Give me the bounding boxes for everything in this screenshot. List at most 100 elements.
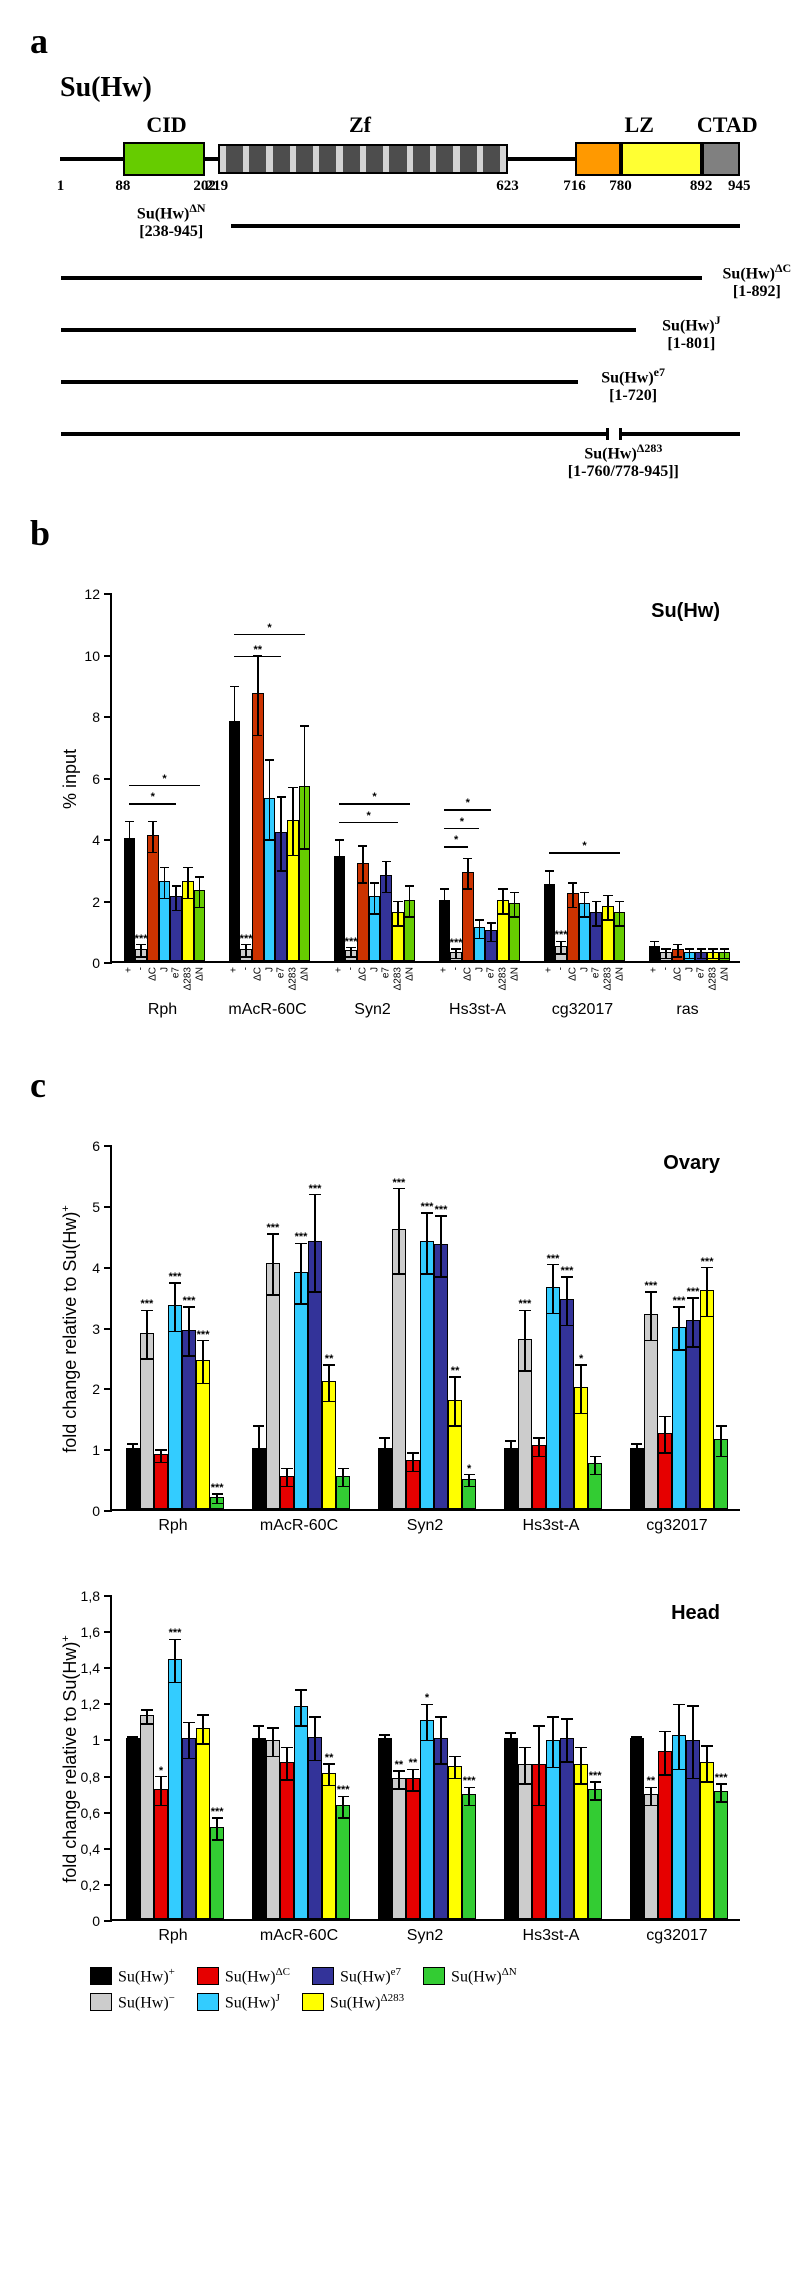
legend-label: Su(Hw)J [225,1992,280,2012]
domain-ctad [702,142,740,176]
bar-condition-label: ΔN [719,967,730,981]
bar [546,1287,560,1509]
bar-condition-label: e7 [486,967,497,978]
coord-1: 1 [57,178,65,195]
significance-stars: *** [169,1271,182,1283]
bar-condition-label: + [649,967,660,973]
chart-head: 00,20,40,60,811,21,41,61,8**************… [40,1566,760,1946]
bar [378,1738,392,1919]
legend-label: Su(Hw)ΔN [451,1966,517,1986]
coord-623: 623 [496,178,519,195]
significance-stars: *** [266,1222,279,1234]
chart-title: Ovary [663,1152,720,1175]
significance-stars: *** [589,1770,602,1782]
panel-c-label: c [30,1064,764,1106]
bar [700,1290,714,1509]
bar-condition-label: Δ283 [182,967,193,990]
bar [196,1728,210,1919]
bar [126,1448,140,1509]
significance-stars: * [159,1765,163,1777]
bar [154,1789,168,1919]
construct-label-ΔN: Su(Hw)ΔN[238-945] [121,202,221,241]
coord-780: 780 [609,178,632,195]
panel-a: a Su(Hw) CIDZfLZCTAD 1882022196237167808… [30,20,764,482]
bar-condition-label: - [346,967,357,970]
significance-stars: *** [295,1231,308,1243]
legend: Su(Hw)+Su(Hw)ΔCSu(Hw)e7Su(Hw)ΔNSu(Hw)−Su… [90,1966,764,2013]
group-label-Rph: Rph [148,1001,177,1019]
ytick-label: 3 [92,1321,100,1337]
bar-condition-label: ΔC [357,967,368,981]
significance-stars: ** [409,1757,418,1769]
bar [168,1305,182,1509]
legend-swatch [312,1967,334,1985]
ytick-label: 4 [92,832,100,848]
significance-stars: *** [687,1286,700,1298]
bar [434,1738,448,1919]
bar [644,1794,658,1919]
bar-condition-label: - [661,967,672,970]
legend-swatch [90,1967,112,1985]
coord-88: 88 [115,178,130,195]
significance-stars: *** [701,1256,714,1268]
legend-swatch [302,1993,324,2011]
ytick-label: 10 [84,648,100,664]
bar-condition-label: + [544,967,555,973]
ytick-label: 1,2 [81,1696,100,1712]
bar [336,1805,350,1919]
significance-stars: *** [518,1298,531,1310]
legend-label: Su(Hw)− [118,1992,175,2012]
significance-stars: *** [561,1265,574,1277]
domain-cid [123,142,205,176]
construct-e7: Su(Hw)e7[1-720] [60,376,740,414]
bar-condition-label: e7 [171,967,182,978]
bar-condition-label: ΔC [672,967,683,981]
chart-title: Su(Hw) [651,600,720,623]
construct-label-J: Su(Hw)J[1-801] [646,314,736,353]
significance-stars: * [467,1463,471,1475]
bar [560,1299,574,1509]
ytick-label: 1,6 [81,1624,100,1640]
bar-condition-label: J [684,967,695,972]
bar-condition-label: ΔC [252,967,263,981]
coord-945: 945 [728,178,751,195]
ytick-label: 12 [84,586,100,602]
bar [448,1766,462,1919]
bar [322,1773,336,1919]
significance-stars: *** [337,1784,350,1796]
significance-stars: *** [644,1280,657,1292]
ytick-label: 0 [92,1913,100,1929]
ytick-label: 0,6 [81,1805,100,1821]
chart-chip: 024681012+-ΔCJe7Δ283ΔN*****+-ΔCJe7Δ283ΔN… [40,564,760,1024]
significance-stars: *** [309,1183,322,1195]
bar [182,1738,196,1919]
legend-item: Su(Hw)e7 [312,1966,401,1986]
significance-stars: *** [197,1329,210,1341]
bar [420,1720,434,1919]
bar-condition-label: + [124,967,135,973]
group-label-Hs3st-A: Hs3st-A [523,1517,580,1535]
bar-condition-label: Δ283 [602,967,613,990]
panel-b: b 024681012+-ΔCJe7Δ283ΔN*****+-ΔCJe7Δ283… [30,512,764,1024]
significance-stars: *** [673,1295,686,1307]
group-label-Syn2: Syn2 [407,1927,443,1945]
construct-J: Su(Hw)J[1-801] [60,324,740,362]
domain-label-cid: CID [146,112,186,138]
bar [266,1740,280,1919]
significance-stars: ** [395,1759,404,1771]
legend-label: Su(Hw)ΔC [225,1966,290,1986]
construct-Δ283: Su(Hw)Δ283[1-760/778-945]] [60,428,740,482]
ytick-label: 6 [92,771,100,787]
bar [308,1737,322,1919]
bar [588,1789,602,1919]
construct-label-e7: Su(Hw)e7[1-720] [588,366,678,405]
ytick-label: 1 [92,1732,100,1748]
legend-item: Su(Hw)Δ283 [302,1992,404,2012]
legend-label: Su(Hw)e7 [340,1966,401,1986]
bar [147,835,159,961]
bar [462,1794,476,1919]
bar [630,1738,644,1919]
significance-stars: *** [183,1295,196,1307]
y-axis-label: fold change relative to Su(Hw)+ [60,1635,81,1883]
significance-stars: *** [169,1627,182,1639]
